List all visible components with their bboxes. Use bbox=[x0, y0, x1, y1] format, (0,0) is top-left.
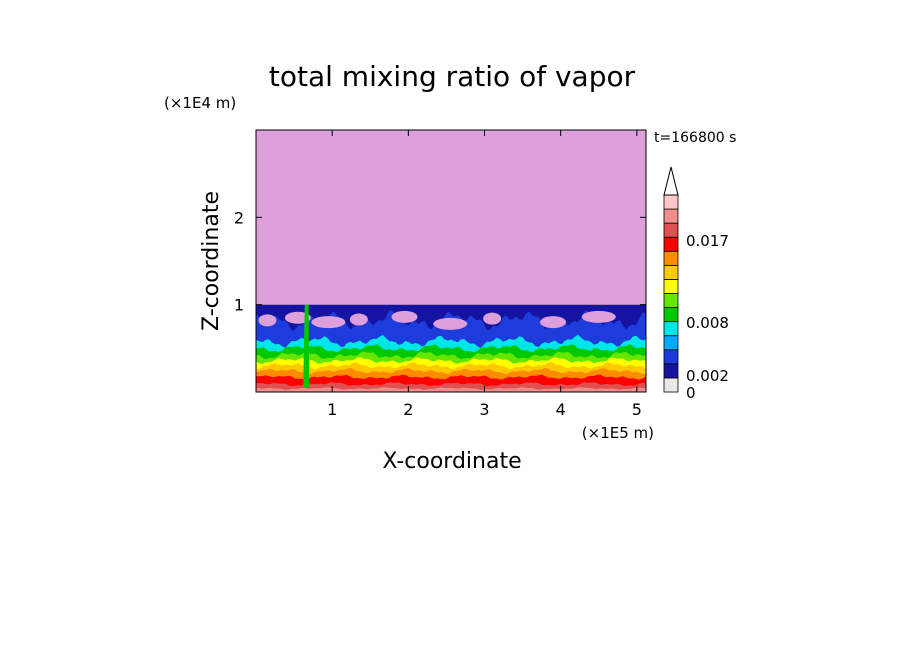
colorbar-labels: 0 0.002 0.008 0.017 bbox=[686, 232, 729, 402]
x-tick-label: 4 bbox=[556, 400, 566, 419]
colorbar-swatch bbox=[663, 279, 679, 294]
dry-air-pocket bbox=[581, 310, 616, 323]
colorbar-swatch bbox=[663, 264, 679, 280]
colorbar-swatch bbox=[663, 236, 679, 252]
x-axis-label: X-coordinate bbox=[382, 449, 521, 474]
dry-air-pocket bbox=[483, 312, 502, 325]
dry-air-pocket bbox=[311, 316, 346, 329]
colorbar-swatch bbox=[663, 250, 679, 266]
dry-air-pocket bbox=[540, 316, 567, 329]
colorbar-swatch bbox=[663, 349, 679, 365]
chart-title: total mixing ratio of vapor bbox=[269, 60, 636, 93]
colorbar-swatch bbox=[663, 222, 679, 238]
colorbar-swatch bbox=[663, 293, 679, 308]
x-axis-ticks: 1 2 3 4 5 bbox=[327, 130, 642, 419]
dry-air-pocket bbox=[349, 313, 368, 326]
x-tick-label: 2 bbox=[403, 400, 413, 419]
colorbar-label-2: 0.008 bbox=[686, 314, 729, 332]
x-axis-unit: (×1E5 m) bbox=[582, 424, 654, 442]
dry-air-pocket bbox=[391, 310, 418, 323]
convective-plume bbox=[303, 304, 310, 388]
plot-area bbox=[256, 130, 646, 392]
colorbar-swatch bbox=[663, 335, 679, 351]
x-tick-label: 1 bbox=[327, 400, 337, 419]
y-axis-label: Z-coordinate bbox=[199, 191, 224, 331]
colorbar-label-3: 0.017 bbox=[686, 232, 729, 250]
dry-air-pocket bbox=[284, 311, 311, 324]
colorbar-swatch bbox=[663, 377, 679, 393]
colorbar-swatch bbox=[663, 194, 679, 210]
colorbar-extend-arrow bbox=[663, 166, 679, 196]
dry-air-pocket bbox=[258, 314, 277, 327]
colorbar-label-1: 0.002 bbox=[686, 367, 729, 385]
x-tick-label: 3 bbox=[479, 400, 489, 419]
y-tick-label: 2 bbox=[234, 208, 244, 227]
colorbar-swatch bbox=[663, 321, 679, 337]
time-label: t=166800 s bbox=[654, 130, 736, 146]
y-tick-label: 1 bbox=[234, 296, 244, 315]
colorbar-swatch bbox=[663, 307, 679, 323]
y-axis-unit: (×1E4 m) bbox=[164, 94, 236, 112]
band-level-12 bbox=[256, 387, 646, 392]
x-tick-label: 5 bbox=[632, 400, 642, 419]
y-axis-ticks: 12 bbox=[234, 208, 646, 315]
colorbar-label-0: 0 bbox=[686, 384, 696, 402]
colorbar-swatch bbox=[663, 208, 679, 224]
plot-frame bbox=[255, 129, 647, 393]
dry-air-pocket bbox=[433, 317, 468, 330]
colorbar-swatch bbox=[663, 363, 679, 379]
colorbar bbox=[663, 166, 679, 393]
